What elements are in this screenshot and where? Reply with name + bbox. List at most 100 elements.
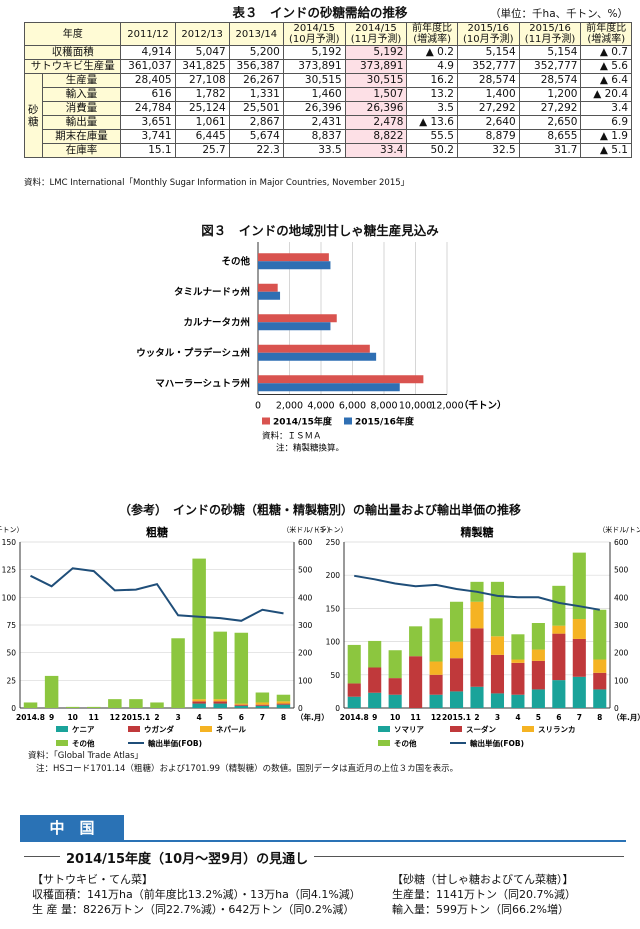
table-cell: 32.5 (456, 143, 520, 158)
y-right-tick: 0 (298, 704, 303, 713)
x-tick-label: 5 (536, 713, 541, 722)
table-cell: 1,507 (344, 87, 408, 102)
stacked-bar (490, 654, 505, 694)
stacked-bar (449, 641, 464, 659)
table-cell: 3,741 (120, 129, 176, 144)
x-tick-label: 4 (515, 713, 520, 722)
stacked-bar (44, 675, 59, 708)
x-tick-label: 6 (239, 713, 244, 722)
table3-source: 資料：LMC International「Monthly Sugar Infor… (24, 178, 410, 188)
x-tick-label: 0 (255, 401, 261, 412)
header-col-6: 2015/16 (10月予測) (456, 22, 520, 46)
stacked-bar (531, 660, 545, 690)
table-cell: 27,292 (518, 101, 582, 116)
sugar-line-1: 生産量：1141万トン（同20.7%減） (392, 888, 576, 901)
table-cell: 30,515 (344, 73, 408, 88)
table-cell: 1,460 (282, 87, 346, 102)
x-tick-label: 2 (154, 713, 159, 722)
stacked-bar (192, 699, 206, 702)
header-col-0: 2011/12 (120, 22, 176, 46)
figure3-title: 図３ インドの地域別甘しゃ糖生産見込み (201, 223, 439, 238)
stacked-bar (490, 636, 505, 655)
y-left-tick: 100 (326, 638, 341, 647)
y-right-tick: 100 (614, 676, 629, 685)
x-tick-label: 2014.8 (16, 713, 45, 722)
table-cell: 25,124 (174, 101, 230, 116)
stacked-bar (213, 699, 227, 702)
stacked-bar (234, 704, 249, 706)
x-tick-label: 4 (197, 713, 202, 722)
x-tick-label: 8,000 (370, 401, 397, 412)
cane-block: 【サトウキビ・てん菜】 収穫面積：141万ha（前年度比13.2%減）・13万h… (32, 872, 361, 917)
stacked-bar (65, 706, 80, 708)
row-label: 輸入量 (41, 87, 122, 102)
stacked-bar (593, 659, 607, 673)
fob-price-line (30, 567, 284, 622)
legend-label: ネパール (216, 724, 246, 734)
table-cell: 25,501 (228, 101, 284, 116)
y-left-tick: 75 (6, 621, 16, 630)
stacked-bar (531, 689, 545, 708)
table-cell: 15.1 (120, 143, 176, 158)
y-right-tick: 100 (298, 676, 313, 685)
x-tick-label: 2,000 (276, 401, 303, 412)
cane-title: 【サトウキビ・てん菜】 (32, 873, 153, 886)
table-cell: 373,891 (282, 59, 346, 74)
table-row: サトウキビ生産量 361,037 341,825 356,387 373,891 373,… (23, 59, 632, 74)
table-cell: 16.2 (406, 73, 458, 88)
stacked-bar (470, 686, 484, 708)
reference-source-line: 資料：「Global Trade Atlas」 (28, 751, 144, 761)
stacked-bar (511, 662, 525, 695)
x-tick-label: 2 (474, 713, 479, 722)
table-cell: 28,574 (518, 73, 582, 88)
stacked-bar (255, 692, 270, 703)
stacked-bar (234, 703, 249, 705)
table-cell: 3,651 (120, 115, 176, 130)
table-cell: 27,108 (174, 73, 230, 88)
row-label: 消費量 (41, 101, 122, 116)
table-cell: ▲ 0.7 (580, 45, 632, 60)
table-cell: 361,037 (120, 59, 176, 74)
row-label: 収穫面積 (23, 45, 122, 60)
table-cell: 373,891 (344, 59, 408, 74)
legend-swatch (262, 417, 270, 425)
stacked-bar (429, 674, 443, 695)
legend-swatch (450, 726, 462, 732)
y-left-tick: 125 (2, 566, 17, 575)
x-tick-label: 10 (390, 713, 400, 722)
table-cell: 2,478 (344, 115, 408, 130)
bar (258, 314, 337, 323)
table-cell: 8,879 (456, 129, 520, 144)
table-cell: 50.2 (406, 143, 458, 158)
stacked-bar (490, 693, 505, 708)
table3-title: 表３ インドの砂糖需給の推移 (232, 5, 408, 20)
y-left-tick: 150 (326, 604, 341, 613)
x-tick-label: 5 (218, 713, 223, 722)
stacked-bar (572, 676, 586, 708)
stacked-bar (552, 625, 566, 634)
sugar-block: 【砂糖（甘しゃ糖およびてん菜糖）】 生産量：1141万トン（同20.7%減） 輸… (392, 872, 576, 917)
legend-swatch (200, 726, 212, 732)
x-unit-label: （千トン） (459, 400, 507, 412)
header-col-7: 2015/16 (11月予測) (518, 22, 582, 46)
table-cell: ▲ 6.4 (580, 73, 632, 88)
stacked-bar (171, 638, 185, 708)
table-cell: 341,825 (174, 59, 230, 74)
figure3-source: 資料：ＩＳＭＡ (262, 431, 322, 442)
table-cell: 2,640 (456, 115, 520, 130)
stacked-bar (388, 694, 402, 708)
header-col-8: 前年度比 (増減率) (580, 22, 632, 46)
china-divider (20, 840, 626, 842)
table-cell: 8,655 (518, 129, 582, 144)
reference-source: 資料：「Global Trade Atlas」 注：HSコード1701.14（粗… (28, 750, 458, 776)
table-cell: 8,837 (282, 129, 346, 144)
x-tick-label: 10 (67, 713, 77, 722)
legend-swatch (344, 417, 352, 425)
stacked-bar (255, 702, 270, 705)
stacked-bar (409, 656, 423, 708)
table-cell: ▲ 13.6 (406, 115, 458, 130)
stacked-bar (213, 631, 227, 700)
stacked-bar (470, 628, 484, 687)
stacked-bar (347, 683, 361, 697)
table-cell: 27,292 (456, 101, 520, 116)
